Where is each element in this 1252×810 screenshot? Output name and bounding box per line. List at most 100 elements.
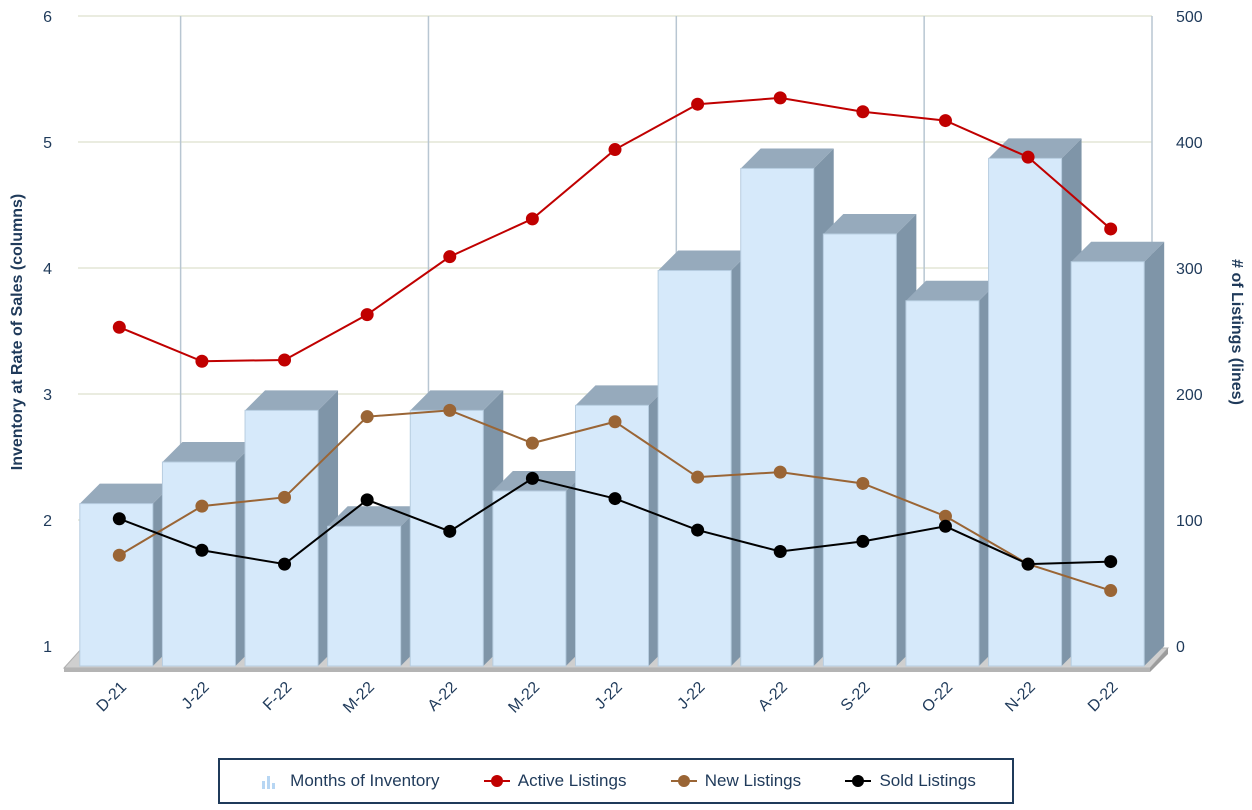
x-tick-label: D-22: [1085, 679, 1122, 716]
data-point: [278, 353, 292, 367]
x-tick-label: M-22: [340, 679, 378, 717]
data-point: [773, 465, 787, 479]
bar-top: [245, 390, 339, 411]
bar: [79, 503, 154, 667]
bar-top: [988, 138, 1082, 159]
line-series: [112, 91, 1118, 598]
bar-top: [740, 148, 834, 169]
bar-top: [410, 390, 504, 411]
bar-top: [575, 385, 669, 406]
bar-icon: [256, 773, 282, 789]
line-marker-icon: [483, 773, 510, 789]
line-marker-icon: [670, 773, 697, 789]
line-marker-icon: [845, 773, 872, 789]
bar: [988, 157, 1063, 667]
bar-top: [823, 213, 917, 234]
data-point: [691, 470, 705, 484]
data-point: [1021, 557, 1035, 571]
bar: [575, 404, 649, 667]
data-point: [1021, 150, 1035, 164]
data-point: [856, 534, 870, 548]
bar: [1070, 261, 1145, 667]
data-point: [938, 509, 952, 523]
data-point: [691, 97, 705, 111]
data-point: [195, 543, 209, 557]
legend-label: Active Listings: [517, 771, 627, 790]
y-right-tick-label: 400: [1176, 135, 1203, 152]
bar: [822, 233, 897, 667]
y-right-tick-label: 500: [1176, 9, 1203, 26]
y-left-tick-label: 2: [43, 513, 52, 530]
data-point: [112, 548, 126, 562]
y-right-tick-label: 100: [1176, 513, 1203, 530]
x-tick-label: J-22: [674, 679, 708, 713]
legend-label: Sold Listings: [879, 771, 976, 790]
data-point: [443, 250, 457, 264]
data-point: [443, 403, 457, 417]
data-point: [360, 493, 374, 507]
legend-label: New Listings: [704, 771, 802, 790]
data-point: [691, 523, 705, 537]
legend-item-active-listings[interactable]: Active Listings: [483, 771, 627, 791]
x-tick-label: A-22: [755, 679, 791, 715]
data-point: [443, 524, 457, 538]
data-point: [525, 212, 539, 226]
y-axis-right-title: # of Listings (lines): [1228, 259, 1245, 405]
data-point: [360, 308, 374, 322]
y-right-tick-label: 200: [1176, 387, 1203, 404]
data-point: [608, 492, 622, 506]
data-point: [525, 436, 539, 450]
data-point: [278, 557, 292, 571]
floor-side: [1150, 648, 1168, 672]
y-left-tick-label: 5: [43, 135, 52, 152]
data-point: [608, 415, 622, 429]
data-point: [1104, 222, 1118, 236]
data-point: [938, 519, 952, 533]
data-point: [1104, 555, 1118, 569]
data-point: [773, 91, 787, 105]
data-point: [112, 512, 126, 526]
bar: [161, 461, 236, 667]
y-left-tick-label: 3: [43, 387, 52, 404]
legend-item-sold-listings[interactable]: Sold Listings: [845, 771, 976, 791]
data-point: [608, 143, 622, 157]
legend-label: Months of Inventory: [290, 771, 440, 790]
y-left-tick-label: 6: [43, 9, 52, 26]
bar-top: [905, 280, 999, 301]
data-point: [195, 499, 209, 513]
y-left-tick-label: 1: [43, 639, 52, 656]
x-tick-label: J-22: [592, 679, 626, 713]
x-tick-label: F-22: [260, 679, 295, 714]
x-tick-label: N-22: [1002, 679, 1039, 716]
legend-item-months-of-inventory[interactable]: Months of Inventory: [256, 771, 439, 791]
legend-item-new-listings[interactable]: New Listings: [670, 771, 802, 791]
y-left-tick-label: 4: [43, 261, 52, 278]
bar-top: [658, 250, 752, 271]
data-point: [278, 490, 292, 504]
x-tick-label: O-22: [919, 679, 956, 716]
y-right-tick-label: 0: [1176, 639, 1185, 656]
x-tick-label: S-22: [838, 679, 874, 715]
x-tick-label: A-22: [425, 679, 461, 715]
bar-top: [1071, 241, 1165, 262]
data-point: [938, 114, 952, 128]
bar: [244, 409, 319, 667]
data-point: [525, 471, 539, 485]
x-tick-label: J-22: [179, 679, 213, 713]
x-tick-label: D-21: [94, 679, 131, 716]
data-point: [856, 476, 870, 490]
bar-side: [1144, 241, 1165, 666]
bar: [905, 300, 980, 667]
chart-legend: Months of Inventory Active Listings New …: [218, 758, 1014, 804]
bar: [409, 409, 484, 667]
data-point: [1104, 584, 1118, 598]
data-point: [773, 545, 787, 558]
bar: [327, 525, 402, 667]
bar-top: [79, 483, 173, 504]
data-point: [856, 105, 870, 119]
data-point: [360, 410, 374, 424]
floor-front: [64, 668, 1150, 672]
bar-series: [79, 138, 1165, 667]
y-right-tick-label: 300: [1176, 261, 1203, 278]
